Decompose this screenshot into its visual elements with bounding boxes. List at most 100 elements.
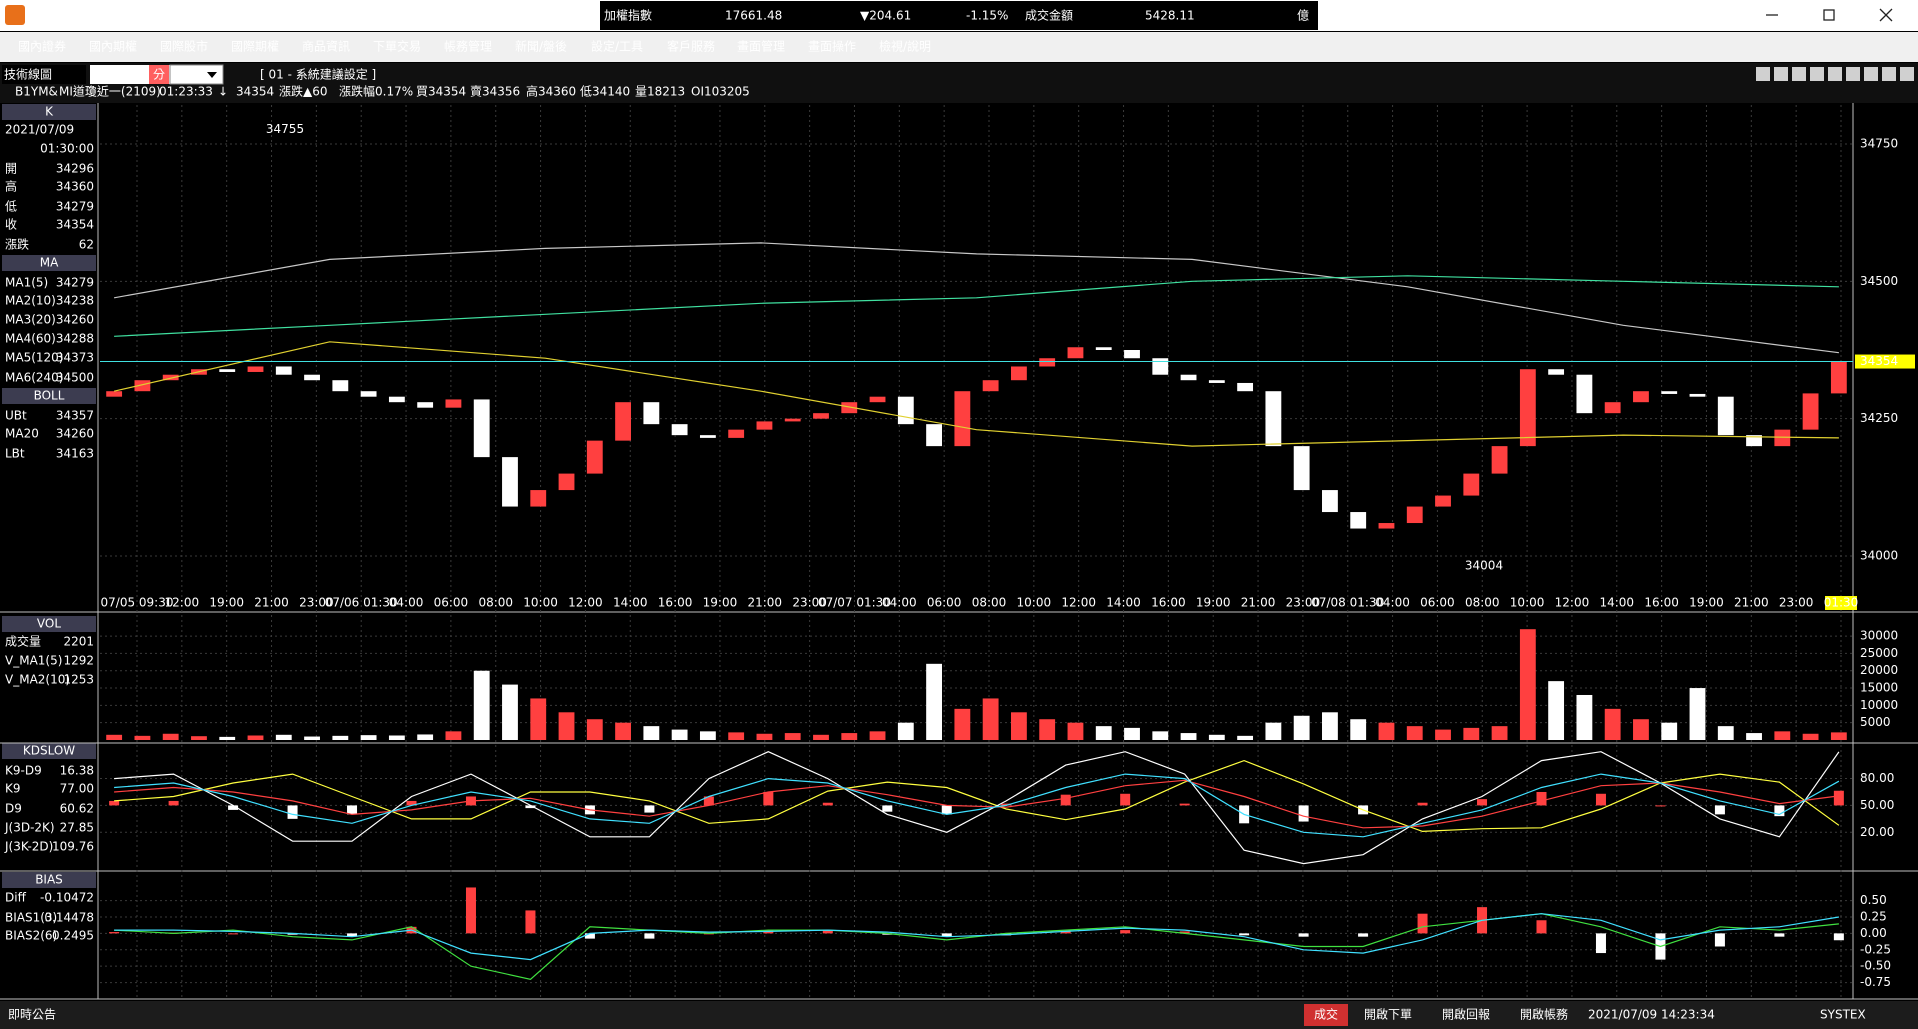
tool-icon[interactable] [1828,67,1842,81]
tool-icon[interactable] [1774,67,1788,81]
indicator-bar [287,805,298,819]
status-button[interactable]: 成交 [1314,1007,1338,1022]
menu-item[interactable]: 下單交易 [373,39,421,54]
tool-icons[interactable] [1756,67,1914,81]
status-button[interactable]: 開啟回報 [1442,1008,1490,1022]
x-tick-label: 21:00 [254,596,289,610]
tool-icon[interactable] [1900,67,1914,81]
quote-field: 低34140 [580,84,630,99]
indicator-bar [406,800,417,806]
legend-label: D9 [5,802,22,816]
x-tick-label: 12:00 [1061,596,1096,610]
volume-bar [699,731,716,740]
x-tick-label: 16:00 [1151,596,1186,610]
indicator-line [114,779,1839,829]
period-option[interactable]: 日 [98,68,110,82]
legend-value: 34260 [56,313,94,327]
tool-icon[interactable] [1792,67,1806,81]
tool-icon[interactable] [1756,67,1770,81]
y-tick-label: 34250 [1860,411,1898,425]
menu-item[interactable]: 國際股市 [160,39,208,54]
y-tick-label: 80.00 [1860,771,1894,785]
menu-item[interactable]: 新聞/盤後 [515,39,567,54]
menu-item[interactable]: 畫面操作 [808,39,856,54]
legend-value: 34296 [56,162,94,176]
indicator-bar [882,805,893,812]
quote-field: 買34354 [416,85,466,99]
x-tick-label: 21:00 [1241,596,1276,610]
volume-bar [926,663,943,740]
menu-item[interactable]: 國內期權 [89,40,137,54]
menu-item[interactable]: 客戶服務 [667,39,715,54]
legend-value: 62 [79,238,94,252]
menu-item[interactable]: 檢視/說明 [879,39,931,54]
menu-item[interactable]: 商品資訊 [302,39,350,54]
price-annotation: 34004 [1465,558,1503,572]
restore[interactable] [1823,9,1835,21]
menu-item[interactable]: 畫面管理 [737,39,785,54]
status-button[interactable]: 開啟下單 [1364,1008,1412,1022]
close[interactable] [1879,8,1893,22]
window-controls[interactable] [1766,8,1893,22]
period-option[interactable]: 分 [153,68,165,82]
ticker-box [600,1,1318,30]
legend-label: UBt [5,409,27,423]
volume-bar [1124,727,1140,740]
x-tick-label: 14:00 [613,596,648,610]
menu-item[interactable]: 國際期權 [231,40,279,54]
candle [1208,380,1225,383]
volume-bar [1378,722,1395,740]
tool-icon[interactable] [1882,67,1896,81]
candle [1322,490,1338,513]
menu-item[interactable]: 國內證券 [18,39,66,54]
candle [643,402,660,425]
legend-value: 0.2495 [52,929,94,943]
indicator-line [114,759,1840,833]
candle [1463,473,1480,496]
volume-bar [643,726,660,740]
toolbar-title: 技術線圖 [4,67,52,82]
status-active-button[interactable] [1304,1004,1348,1026]
legend-header: K [45,105,54,119]
candle [813,413,829,419]
volume-bar [1067,722,1084,740]
status-bar [0,1001,1918,1029]
interval-value[interactable]: 30 [175,68,190,82]
candle [1491,446,1508,474]
indicator-bar [347,805,358,815]
tool-icon[interactable] [1810,67,1824,81]
x-tick-label: 19:00 [1689,596,1724,610]
moving-average-line [113,242,1839,354]
menu-item[interactable]: 帳務管理 [444,39,492,54]
x-tick-label: 08:00 [478,596,513,610]
quote-field: MI道瓊近一(2109) [59,85,161,99]
indicator-bar [1536,920,1547,934]
menu-item[interactable]: 設定/工具 [591,39,643,54]
period-option[interactable]: 週 [116,67,128,82]
y-tick-label: 34500 [1860,274,1898,288]
indicator-bar [584,933,595,939]
dropdown-arrow[interactable] [207,72,217,78]
candle [1548,369,1565,375]
quote-field: 高34360 [526,84,576,99]
legend-header: BOLL [34,389,65,403]
period-option[interactable]: 月 [135,68,147,82]
ticker-change: ▼204.61 [860,9,911,23]
candle [1378,523,1395,529]
volume-bar [191,736,207,740]
quote-field: 34354 [236,85,274,99]
last-price-label: 34354 [1860,354,1898,368]
candle [417,402,434,408]
tool-icon[interactable] [1864,67,1878,81]
window-title: 康和.全都賺 - TT02 - 技術分析 [32,8,197,23]
volume-bar [1265,722,1282,740]
indicator-bar [1833,933,1844,941]
template-name[interactable]: [ 01 - 系統建議設定 ] [260,67,376,82]
legend-value: 34500 [56,371,94,385]
status-button[interactable]: 開啟帳務 [1520,1008,1568,1022]
y-tick-label: 0.00 [1860,926,1887,940]
indicator-line [114,773,1840,838]
tool-icon[interactable] [1846,67,1860,81]
interval-box[interactable] [169,64,224,85]
